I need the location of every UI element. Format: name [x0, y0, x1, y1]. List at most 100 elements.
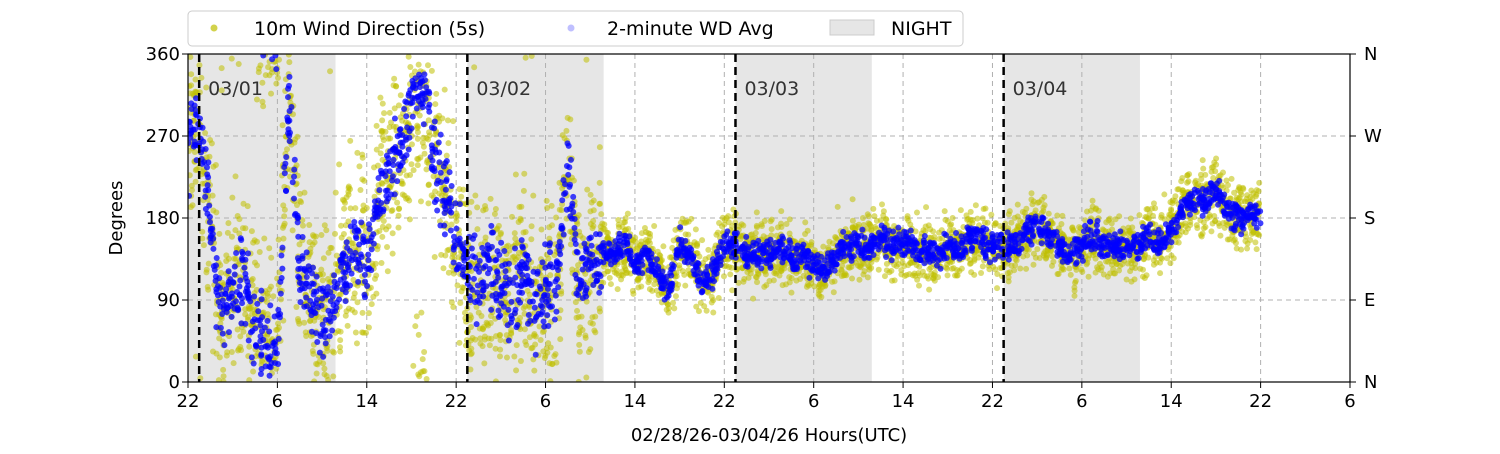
wind-direction-point — [380, 101, 386, 107]
wind-direction-point — [758, 221, 764, 227]
wd-avg-point — [424, 89, 430, 95]
wd-avg-point — [295, 274, 301, 280]
wd-avg-point — [433, 150, 439, 156]
wind-direction-point — [377, 95, 383, 101]
wd-avg-point — [237, 277, 243, 283]
wd-avg-point — [431, 125, 437, 131]
wind-direction-point — [856, 222, 862, 228]
wind-direction-point — [1247, 237, 1253, 243]
wind-direction-point — [1023, 206, 1029, 212]
wd-avg-point — [410, 84, 416, 90]
wd-avg-point — [420, 104, 426, 110]
wd-avg-point — [239, 300, 245, 306]
wd-avg-point — [203, 187, 209, 193]
wd-avg-point — [471, 276, 477, 282]
wd-avg-point — [267, 373, 273, 379]
wind-direction-point — [339, 235, 345, 241]
wind-direction-point — [218, 270, 224, 276]
wind-direction-point — [857, 264, 863, 270]
wd-avg-point — [268, 364, 274, 370]
wind-direction-point — [547, 378, 553, 384]
wd-avg-point — [292, 157, 298, 163]
wind-direction-point — [849, 275, 855, 281]
wind-direction-point — [997, 265, 1003, 271]
wd-avg-point — [242, 271, 248, 277]
wind-direction-point — [1017, 266, 1023, 272]
wd-avg-point — [649, 254, 655, 260]
wind-direction-point — [209, 140, 215, 146]
wind-direction-point — [831, 289, 837, 295]
wd-avg-point — [378, 200, 384, 206]
wind-direction-point — [221, 373, 227, 379]
wd-avg-point — [655, 264, 661, 270]
wd-avg-point — [516, 289, 522, 295]
wd-avg-point — [454, 267, 460, 273]
wd-avg-point — [527, 299, 533, 305]
wd-avg-point — [492, 257, 498, 263]
wind-direction-point — [538, 226, 544, 232]
wind-direction-point — [422, 151, 428, 157]
wind-direction-point — [1073, 267, 1079, 273]
wd-avg-point — [545, 302, 551, 308]
wind-direction-point — [1050, 259, 1056, 265]
wd-avg-point — [410, 114, 416, 120]
wind-direction-point — [1098, 267, 1104, 273]
wd-avg-point — [572, 231, 578, 237]
wd-avg-point — [593, 278, 599, 284]
wind-direction-point — [1085, 256, 1091, 262]
wind-direction-point — [235, 213, 241, 219]
wd-avg-point — [515, 322, 521, 328]
wind-direction-point — [850, 224, 856, 230]
wd-avg-point — [279, 245, 285, 251]
wd-avg-point — [258, 345, 264, 351]
wind-direction-point — [1072, 293, 1078, 299]
wind-direction-point — [1187, 222, 1193, 228]
wind-direction-point — [838, 267, 844, 273]
wind-direction-point — [1213, 156, 1219, 162]
wind-direction-point — [470, 335, 476, 341]
wind-direction-point — [282, 221, 288, 227]
wd-avg-point — [477, 258, 483, 264]
wind-direction-point — [347, 138, 353, 144]
wind-direction-point — [320, 360, 326, 366]
wd-avg-point — [232, 264, 238, 270]
wd-avg-point — [557, 251, 563, 257]
wd-avg-point — [343, 298, 349, 304]
wind-direction-point — [450, 118, 456, 124]
wd-avg-point — [366, 265, 372, 271]
wd-avg-point — [242, 257, 248, 263]
wd-avg-point — [406, 135, 412, 141]
wd-avg-point — [392, 149, 398, 155]
wd-avg-point — [232, 271, 238, 277]
wd-avg-point — [352, 250, 358, 256]
wd-avg-point — [314, 297, 320, 303]
wind-direction-point — [286, 59, 292, 65]
wind-direction-point — [1127, 268, 1133, 274]
wind-direction-point — [204, 267, 210, 273]
wd-avg-point — [321, 328, 327, 334]
wind-direction-point — [533, 334, 539, 340]
wd-avg-point — [442, 160, 448, 166]
wd-avg-point — [252, 325, 258, 331]
wind-direction-point — [1194, 225, 1200, 231]
wd-avg-point — [438, 170, 444, 176]
wind-direction-point — [1161, 191, 1167, 197]
wd-avg-point — [323, 340, 329, 346]
wd-avg-point — [635, 252, 641, 258]
wd-avg-point — [501, 304, 507, 310]
wd-avg-point — [545, 297, 551, 303]
wind-direction-point — [769, 226, 775, 232]
wd-avg-point — [545, 323, 551, 329]
wind-direction-point — [223, 258, 229, 264]
wind-direction-point — [379, 234, 385, 240]
wind-direction-point — [186, 83, 192, 89]
wind-direction-point — [583, 57, 589, 63]
wind-direction-point — [409, 161, 415, 167]
wd-avg-point — [213, 262, 219, 268]
wind-direction-point — [483, 234, 489, 240]
wind-direction-point — [905, 262, 911, 268]
wind-direction-point — [480, 326, 486, 332]
wd-avg-point — [500, 283, 506, 289]
wd-avg-point — [501, 248, 507, 254]
wd-avg-point — [274, 350, 280, 356]
